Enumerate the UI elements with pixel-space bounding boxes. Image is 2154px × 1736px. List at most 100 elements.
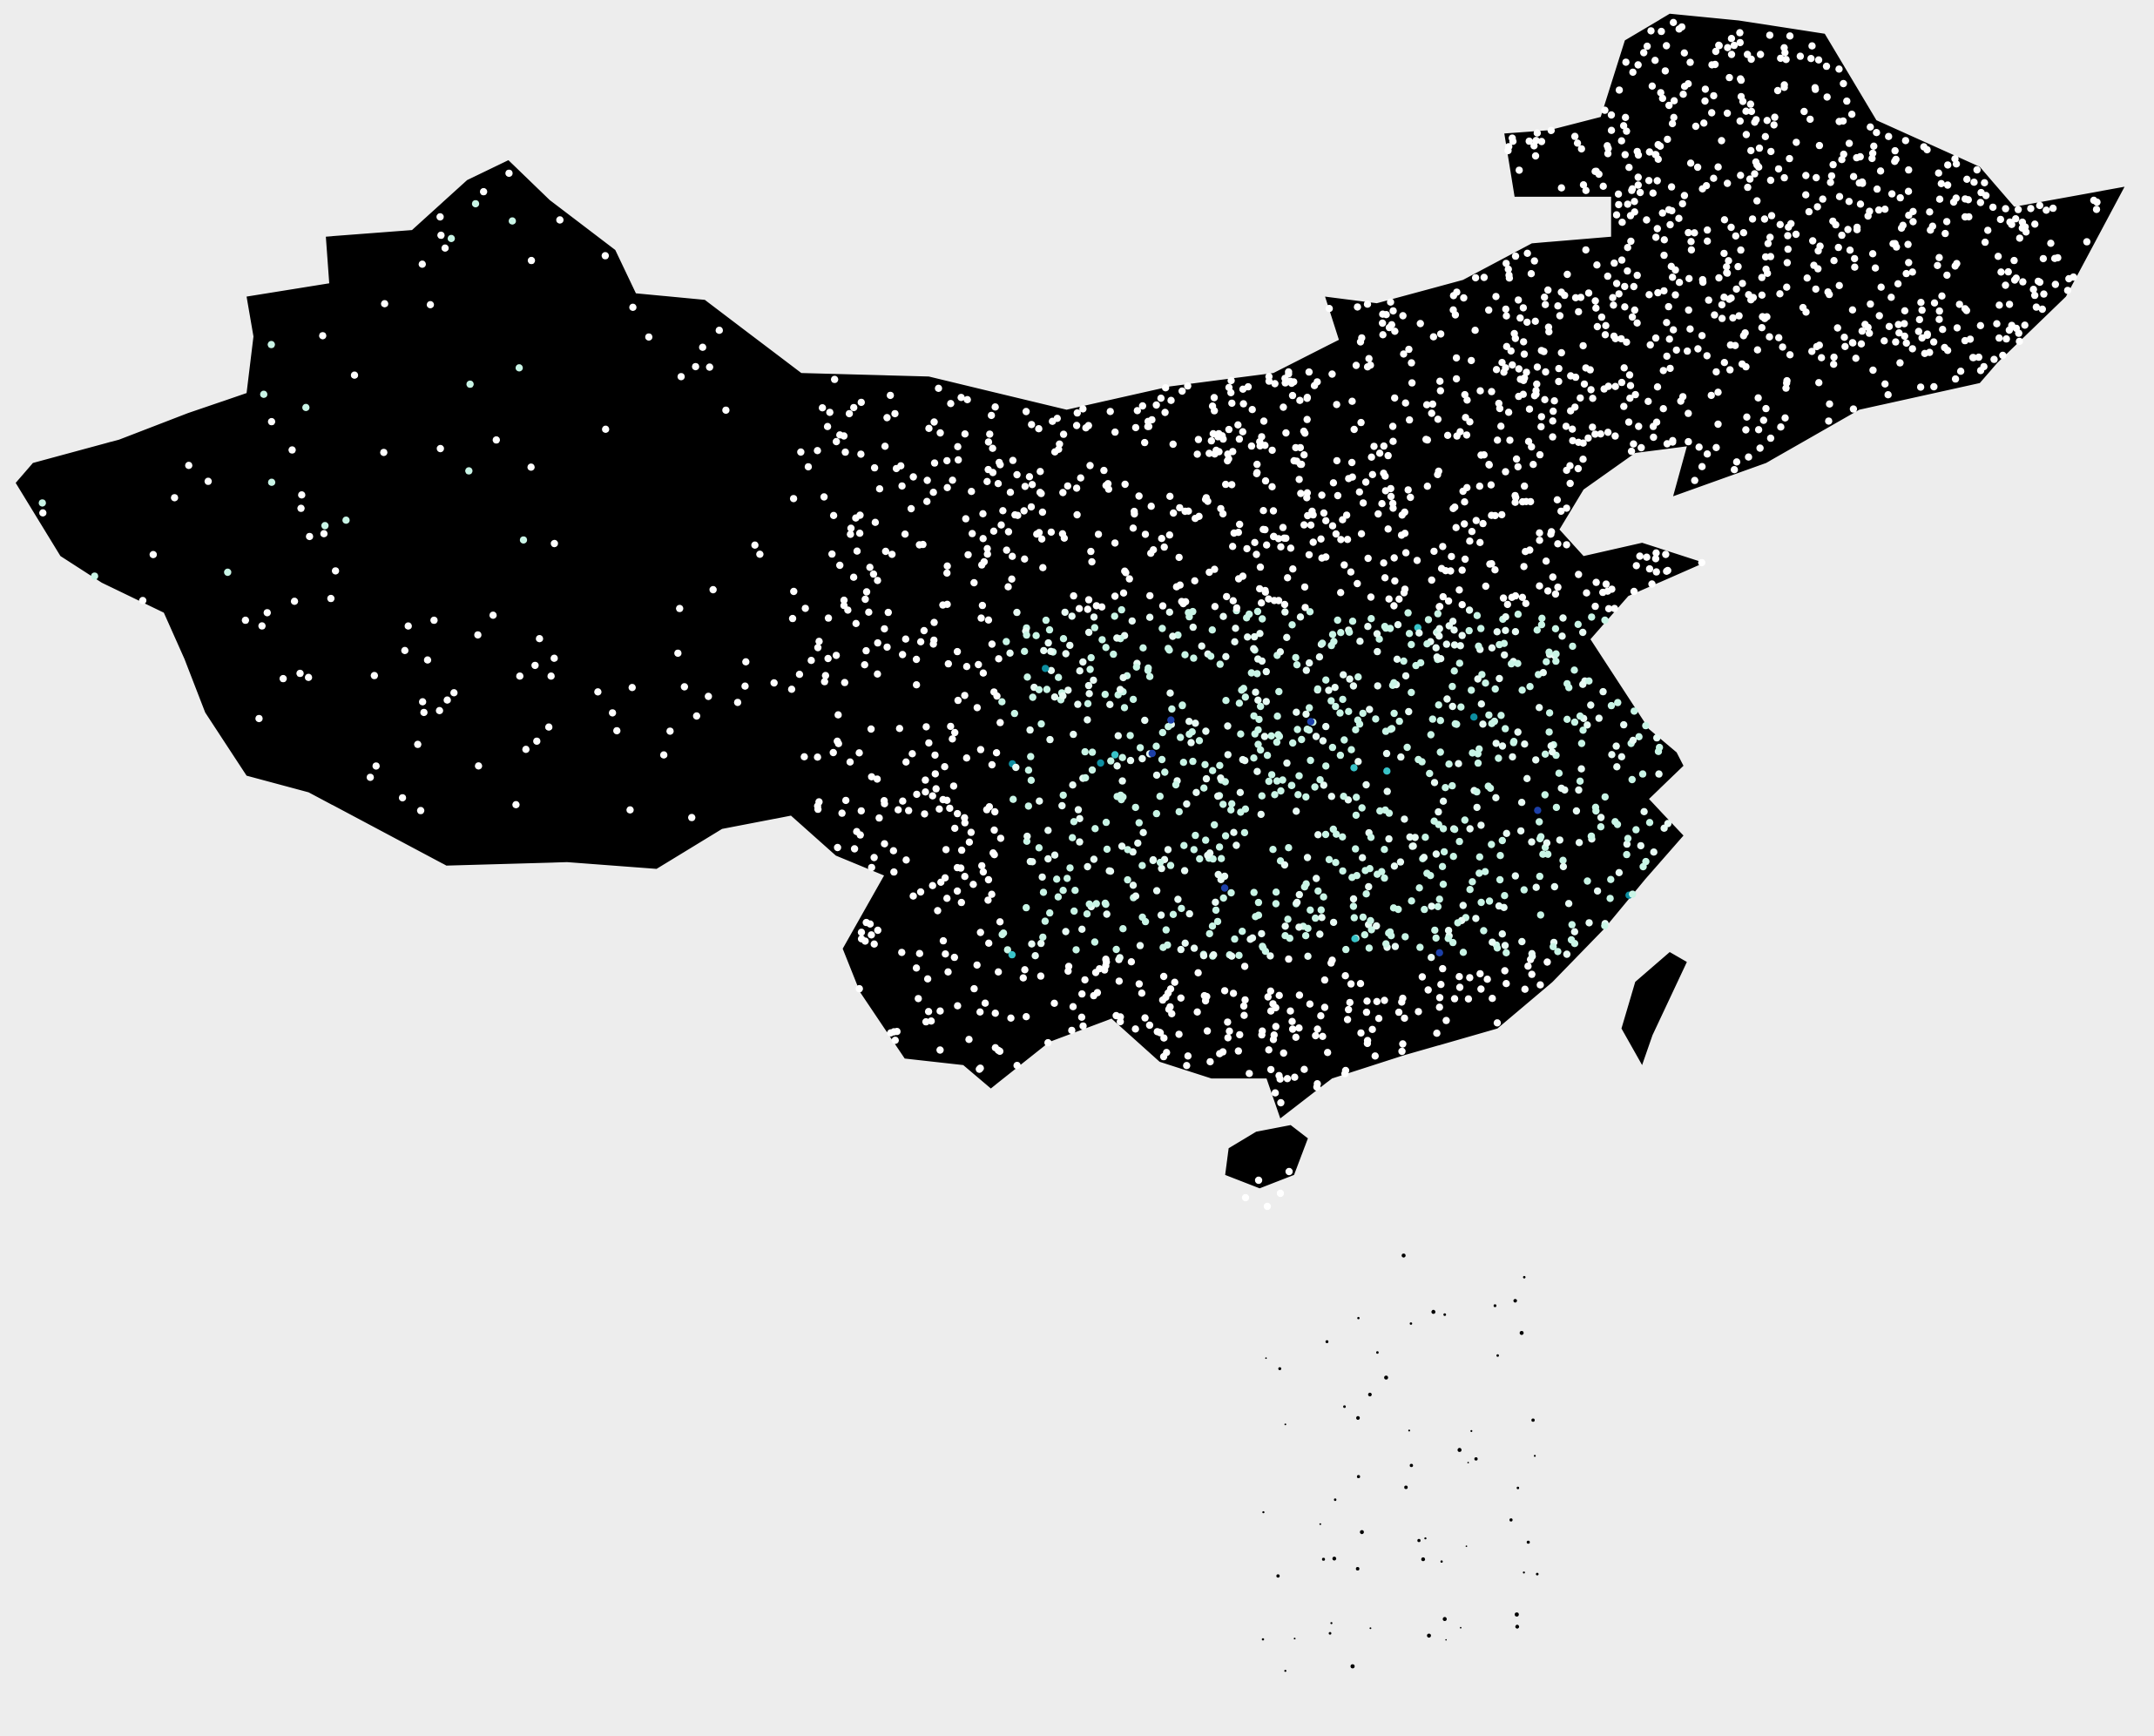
city-dot (1280, 403, 1287, 411)
city-dot (1220, 872, 1229, 881)
city-dot (1064, 686, 1072, 694)
city-dot (1428, 409, 1435, 417)
city-dot (1473, 803, 1481, 812)
city-dot (1776, 290, 1784, 298)
city-dot (1568, 921, 1577, 929)
city-dot (1857, 340, 1866, 348)
city-dot (1621, 282, 1629, 291)
city-dot (1707, 391, 1715, 400)
city-dot (1563, 270, 1571, 279)
city-dot (1361, 867, 1369, 875)
city-dot (1955, 301, 1963, 308)
city-dot (1710, 174, 1718, 182)
city-dot (925, 739, 933, 747)
city-dot (1184, 1052, 1192, 1060)
city-dot (1382, 940, 1390, 948)
city-dot (1512, 455, 1521, 463)
city-dot (1279, 776, 1286, 784)
city-dot (1558, 632, 1566, 640)
city-dot (1496, 674, 1503, 683)
city-dot (1766, 253, 1775, 260)
city-dot (414, 740, 422, 748)
city-dot (829, 511, 838, 519)
city-dot (1472, 517, 1481, 524)
city-dot (868, 931, 875, 939)
city-dot (1408, 640, 1415, 649)
city-dot (1149, 855, 1158, 864)
city-dot (949, 782, 958, 790)
city-dot (1781, 414, 1789, 422)
city-dot (934, 907, 942, 915)
city-dot (1135, 980, 1144, 988)
city-dot (977, 614, 985, 622)
city-dot (1938, 292, 1946, 300)
city-dot (1027, 776, 1036, 784)
city-dot (1025, 473, 1034, 481)
city-dot (1835, 193, 1844, 200)
city-dot (1053, 875, 1061, 883)
city-dot (1542, 368, 1550, 376)
city-dot (1633, 319, 1641, 327)
city-dot (1247, 442, 1256, 450)
city-dot (1292, 1033, 1300, 1042)
city-dot (1744, 183, 1752, 192)
city-dot (1212, 906, 1220, 915)
city-dot (1741, 329, 1749, 337)
city-dot (857, 935, 866, 943)
city-dot (715, 327, 723, 334)
city-dot (1319, 639, 1327, 647)
city-dot (705, 692, 712, 700)
city-dot (1475, 642, 1482, 650)
city-dot (1840, 334, 1848, 341)
city-dot (1347, 458, 1356, 467)
city-dot (1195, 512, 1203, 520)
city-dot (947, 400, 955, 408)
city-dot (1976, 321, 1984, 329)
city-dot (1592, 578, 1600, 586)
city-dot (1185, 718, 1193, 726)
city-dot (1175, 553, 1183, 562)
city-dot (1541, 791, 1550, 799)
city-dot (1376, 807, 1384, 815)
city-dot (1085, 690, 1093, 698)
city-dot (1404, 486, 1412, 494)
speck (1408, 1429, 1410, 1432)
city-dot (1286, 1007, 1294, 1015)
city-dot (1543, 658, 1550, 665)
city-dot (1157, 395, 1165, 402)
city-dot (1633, 271, 1641, 280)
city-dot (1328, 743, 1337, 752)
city-dot (870, 463, 879, 472)
city-dot (1373, 922, 1381, 930)
city-dot (1368, 470, 1377, 478)
city-dot (1026, 726, 1034, 734)
city-dot (1090, 613, 1098, 621)
city-dot (1313, 1025, 1321, 1033)
city-dot (1277, 787, 1285, 795)
city-dot (898, 949, 906, 956)
city-dot (1145, 1021, 1154, 1030)
city-dot (1452, 524, 1460, 531)
city-dot (1443, 695, 1451, 703)
city-dot (1559, 856, 1567, 864)
city-dot (942, 950, 949, 958)
city-dot (1646, 341, 1654, 349)
city-dot (1008, 950, 1016, 959)
city-dot (1340, 736, 1348, 744)
city-dot (1456, 642, 1464, 650)
city-dot (688, 814, 696, 821)
city-dot (928, 792, 936, 800)
city-dot (1923, 330, 1931, 338)
city-dot (1935, 169, 1942, 177)
city-dot (1825, 417, 1833, 425)
city-dot (1389, 437, 1397, 445)
city-dot (1059, 692, 1067, 700)
city-dot (1714, 420, 1722, 429)
city-dot (1468, 356, 1475, 365)
city-dot (815, 638, 823, 645)
city-dot (1518, 686, 1526, 694)
city-dot (1822, 62, 1831, 71)
city-dot (1567, 372, 1575, 380)
